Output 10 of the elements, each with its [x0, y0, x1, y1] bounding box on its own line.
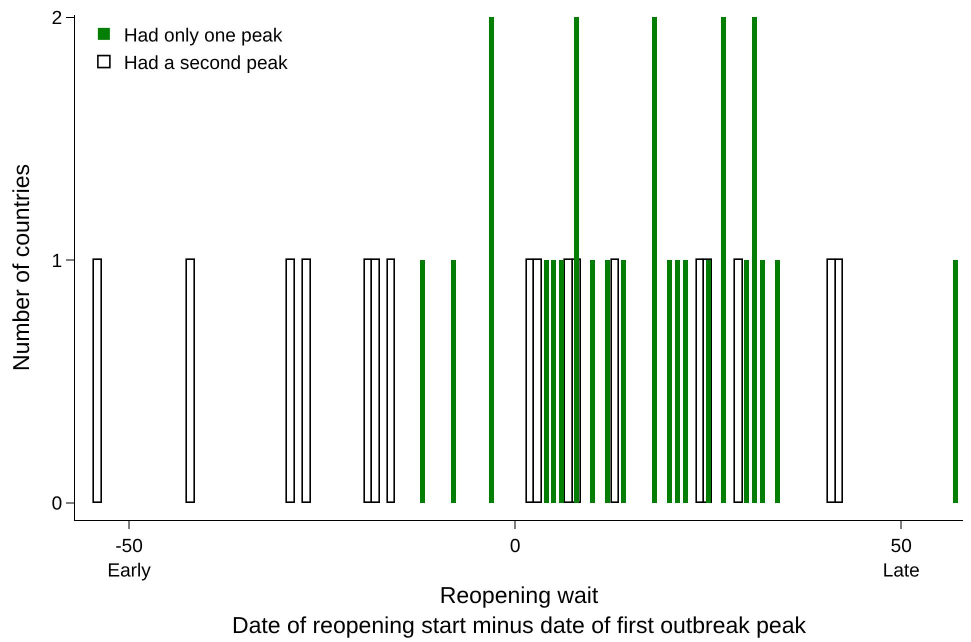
y-axis-title: Number of countries [8, 164, 34, 372]
y-tick-label: 1 [52, 250, 62, 272]
legend-label: Had a second peak [124, 52, 288, 74]
x-tick-label: 50 Late [882, 536, 920, 582]
y-tick-label: 2 [52, 8, 62, 30]
legend-label: Had only one peak [124, 25, 283, 46]
x-axis-title: Reopening wait Date of reopening start minus date of first outbreak peak [232, 582, 807, 638]
x-tick-label: 0 [510, 536, 520, 557]
x-tick-label: -50 Early [107, 536, 152, 582]
y-tick-label: 0 [52, 494, 62, 515]
